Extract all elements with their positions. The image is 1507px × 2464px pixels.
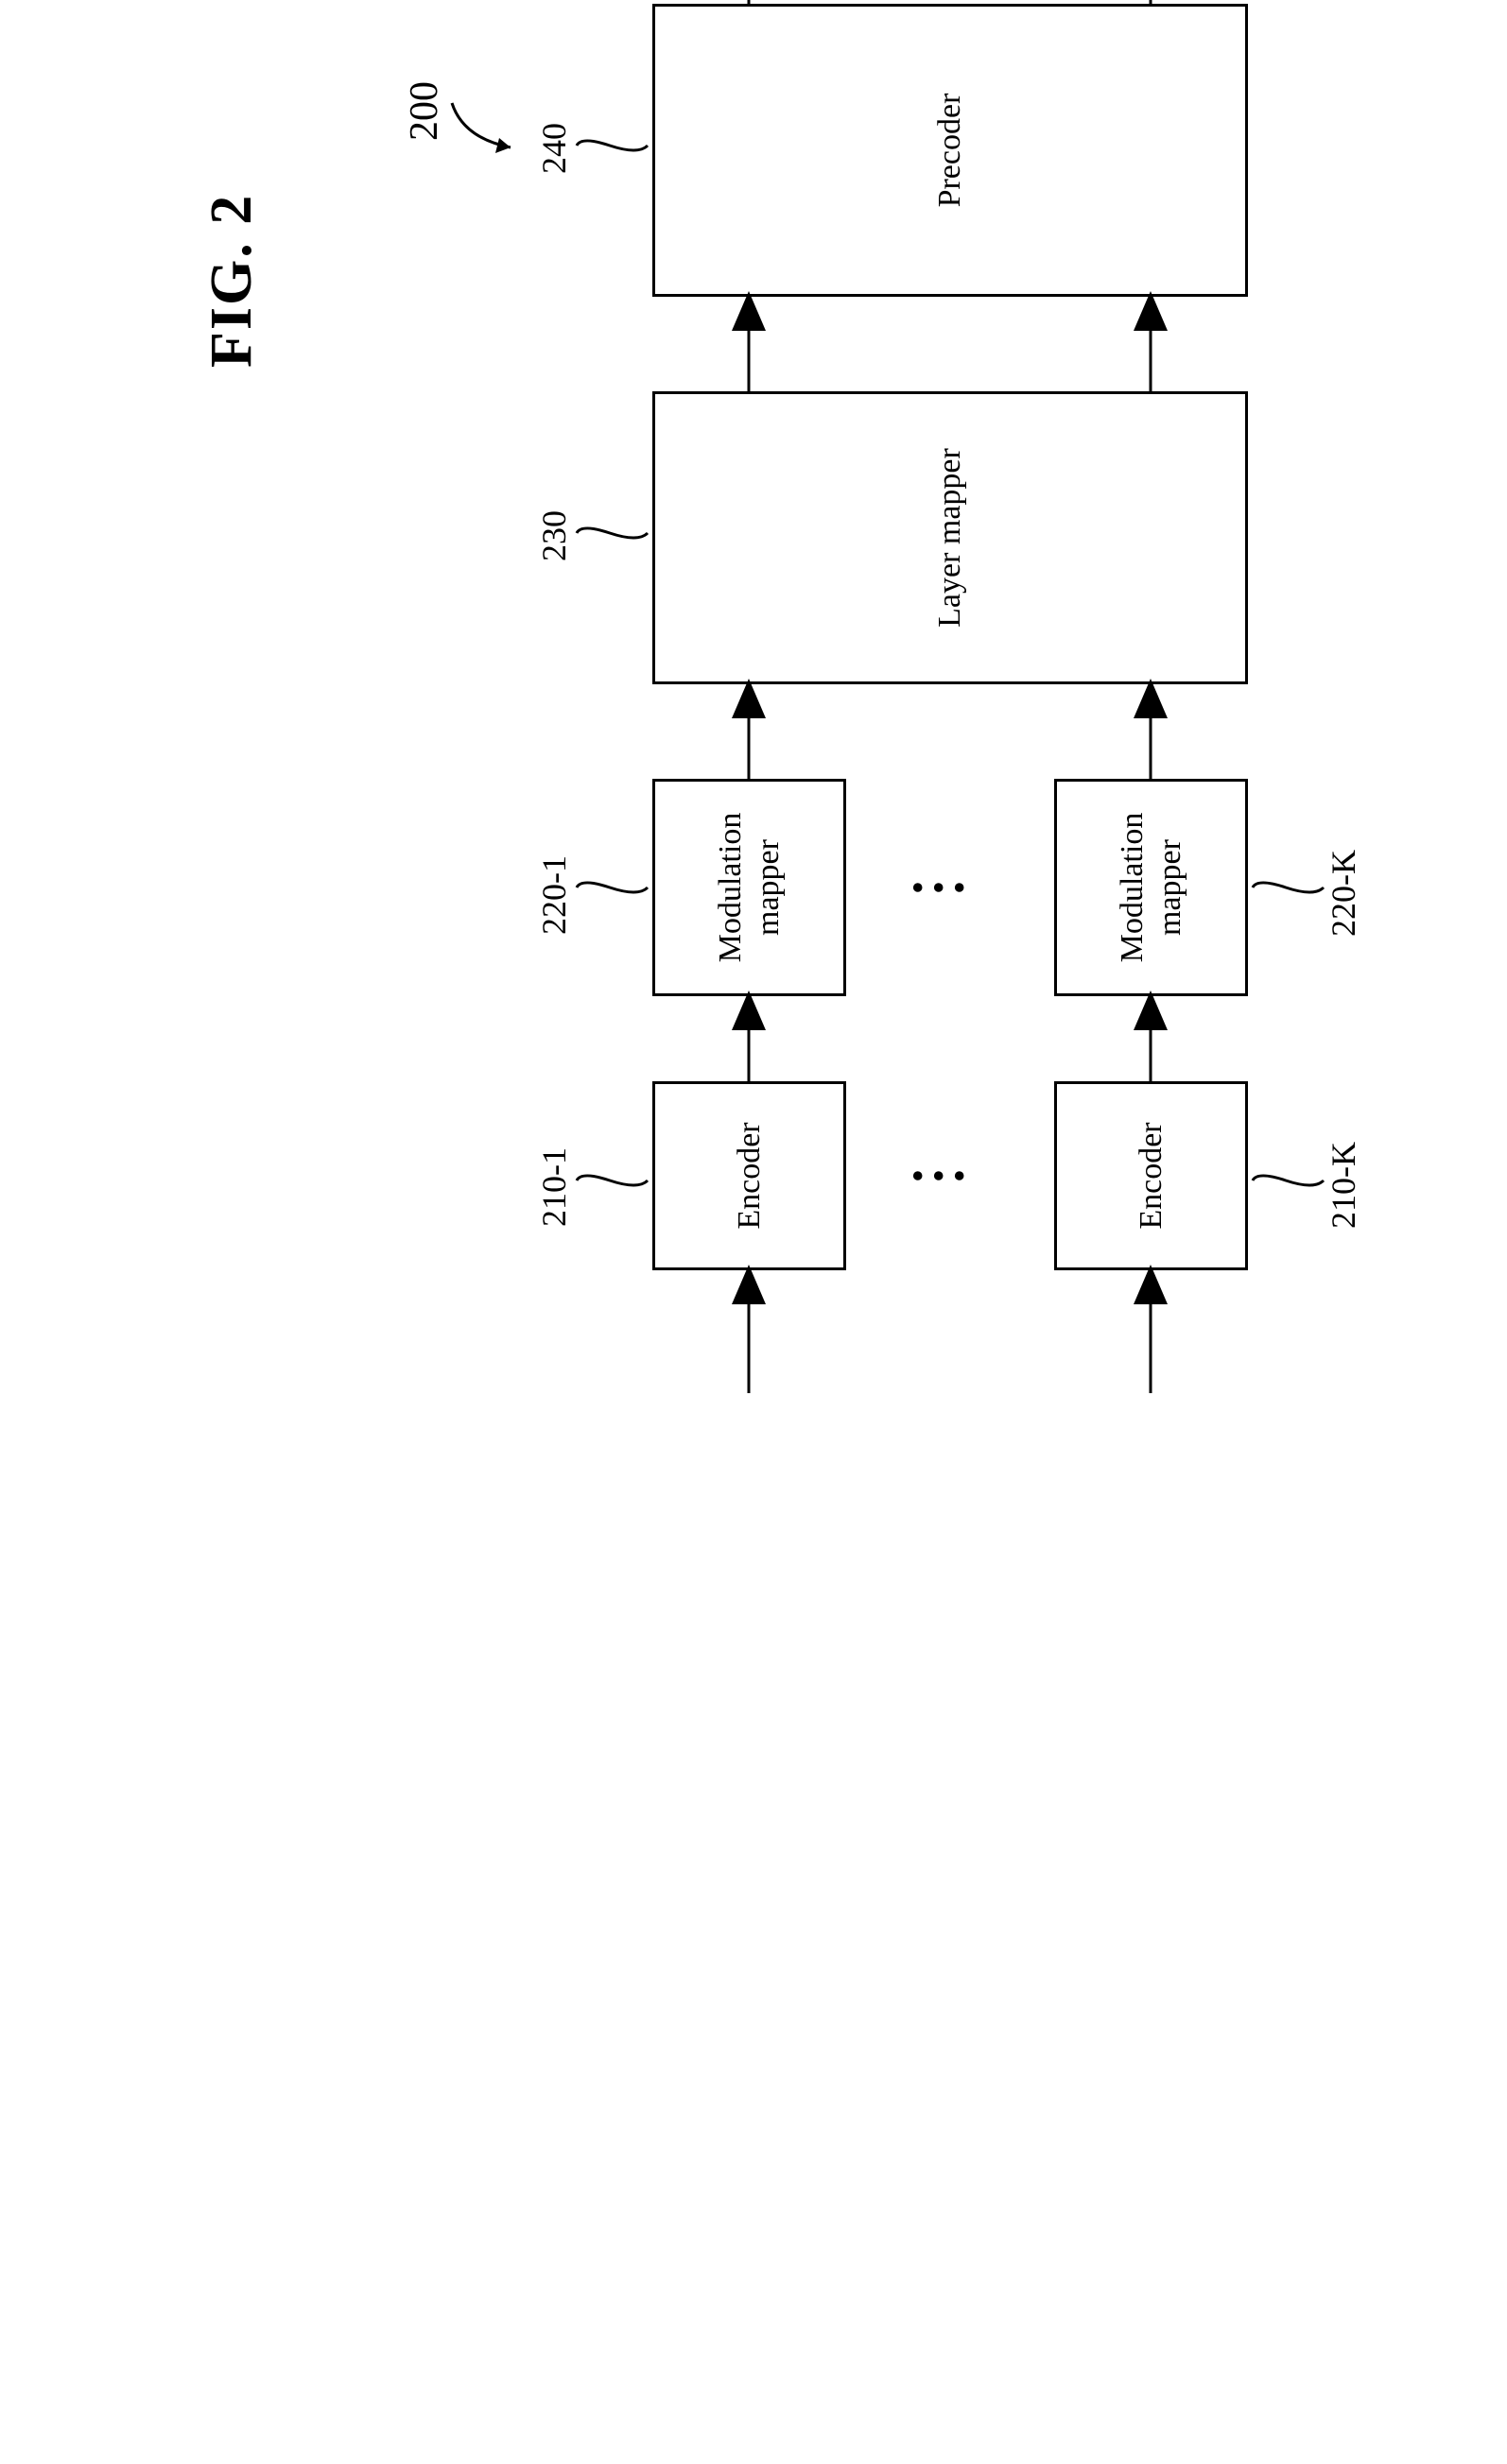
arrows-layer — [0, 0, 1507, 1507]
